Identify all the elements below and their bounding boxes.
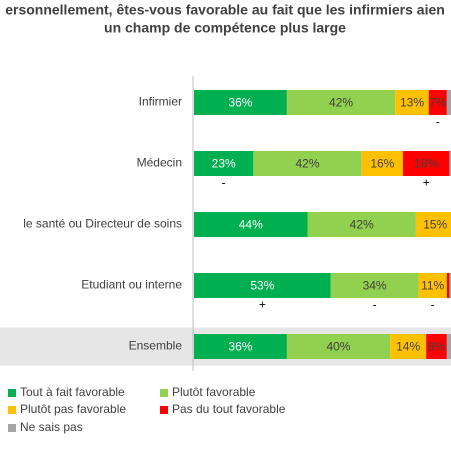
legend-swatch — [160, 406, 168, 414]
value-label: 13% — [400, 96, 424, 110]
bar-segment — [194, 212, 308, 237]
chart-title: un champ de compétence plus large — [104, 20, 346, 36]
value-label: 16% — [370, 157, 394, 171]
significance-mark: - — [222, 176, 226, 190]
bar-segment — [361, 151, 403, 176]
bar-segment — [449, 273, 451, 298]
category-label: Etudiant ou interne — [81, 278, 182, 292]
bar-segment — [449, 151, 451, 176]
value-label: 7% — [429, 96, 447, 110]
legend-label: Tout à fait favorable — [20, 385, 125, 399]
bar-segment — [402, 151, 450, 176]
value-label: 14% — [396, 340, 420, 354]
value-label: 44% — [239, 218, 263, 232]
bar-segment — [428, 90, 447, 115]
value-label: 18% — [414, 157, 438, 171]
legend-label: Ne sais pas — [20, 420, 83, 434]
chart-title: ersonnellement, êtes-vous favorable au f… — [5, 2, 445, 18]
significance-mark: + — [423, 176, 430, 190]
bar-segment — [194, 334, 287, 359]
value-label: 36% — [228, 340, 252, 354]
bar-segment — [286, 90, 396, 115]
bar-segment — [194, 90, 287, 115]
value-label: 15% — [423, 218, 447, 232]
value-label: 42% — [329, 96, 353, 110]
bar-segment — [330, 273, 419, 298]
legend-swatch — [8, 424, 16, 432]
value-label: 42% — [350, 218, 374, 232]
bar-segment — [395, 90, 429, 115]
legend-swatch — [8, 389, 16, 397]
bar-segment — [415, 212, 451, 237]
bar-segment — [390, 334, 427, 359]
value-label: 42% — [296, 157, 320, 171]
significance-mark: - — [431, 298, 435, 312]
bar-segment — [446, 334, 451, 359]
value-label: 53% — [250, 279, 274, 293]
legend-swatch — [160, 389, 168, 397]
bar-segment — [194, 151, 254, 176]
significance-mark: - — [373, 298, 377, 312]
value-label: 11% — [421, 279, 444, 293]
bar-segment — [253, 151, 362, 176]
significance-mark: + — [259, 298, 266, 312]
bar-segment — [418, 273, 447, 298]
legend-label: Plutôt favorable — [172, 385, 256, 399]
legend-label: Plutôt pas favorable — [20, 402, 126, 416]
value-label: 23% — [212, 157, 236, 171]
category-label: Médecin — [137, 156, 182, 170]
value-label: 40% — [326, 340, 350, 354]
bar-segment — [446, 273, 450, 298]
category-label: le santé ou Directeur de soins — [23, 217, 182, 231]
bar-segment — [426, 334, 447, 359]
bar-segment — [194, 273, 331, 298]
significance-mark: - — [436, 115, 440, 129]
bar-segment — [307, 212, 416, 237]
category-label: Infirmier — [139, 95, 182, 109]
bar-segment — [286, 334, 391, 359]
legend-label: Pas du tout favorable — [172, 402, 286, 416]
value-label: 8% — [428, 340, 446, 354]
legend-swatch — [8, 406, 16, 414]
bar-segment — [446, 90, 451, 115]
value-label: 36% — [228, 96, 252, 110]
category-label: Ensemble — [129, 339, 183, 353]
value-label: 34% — [363, 279, 387, 293]
